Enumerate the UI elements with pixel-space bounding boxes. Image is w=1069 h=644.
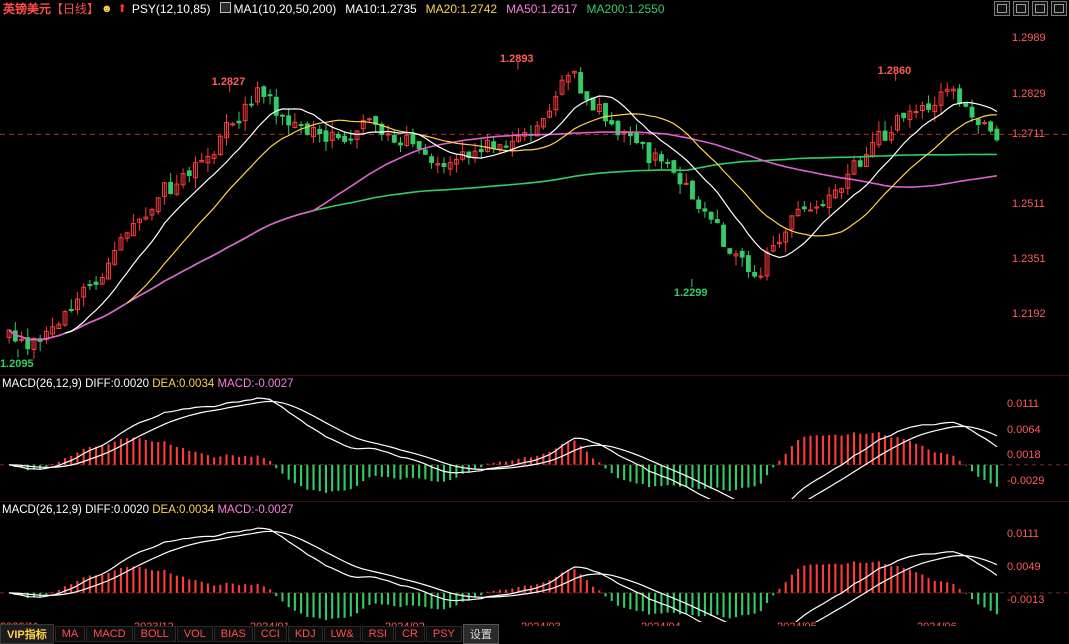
macd2-diff: DIFF:0.0020 [85, 504, 150, 516]
price-chart-svg [0, 61, 1069, 359]
ma20-value: MA20:1.2742 [425, 1, 498, 16]
price-panel[interactable]: 1.2989 1.2829 1.2711 1.2511 1.2351 1.2192 1.2… [0, 18, 1069, 373]
price-annotation: 1.2860 [877, 64, 912, 77]
toolbar-vol[interactable]: VOL [176, 626, 213, 642]
price-y-tick: 1.2829 [1012, 87, 1046, 100]
ma1-label: MA1(10,20,50,200) [233, 1, 337, 16]
macd1-diff: DIFF:0.0020 [85, 378, 150, 390]
toolbar-ma[interactable]: MA [54, 626, 86, 642]
toolbar-cci[interactable]: CCI [253, 626, 287, 642]
price-y-tick: 1.2511 [1012, 197, 1045, 210]
period-label: 【日线】 [51, 2, 100, 16]
layout-button[interactable] [1032, 1, 1048, 16]
price-annotation: 1.2827 [211, 76, 246, 89]
toolbar-boll[interactable]: BOLL [133, 626, 176, 642]
restore-button[interactable] [994, 1, 1010, 16]
macd1-plot-area[interactable] [0, 376, 1069, 499]
macd-y-tick: 0.0018 [1007, 448, 1041, 461]
macd2-dea: DEA:0.0034 [152, 504, 215, 516]
window-buttons [994, 1, 1067, 16]
price-y-tick: 1.2192 [1012, 307, 1046, 320]
macd2-title: MACD(26,12,9) [2, 504, 82, 516]
toolbar-rsi[interactable]: RSI [361, 626, 394, 642]
square-icon [219, 2, 231, 14]
macd-y-tick: 0.0064 [1007, 424, 1041, 436]
symbol-label: 英镑美元 [3, 2, 52, 16]
ma200-value: MA200:1.2550 [586, 1, 665, 16]
toolbar-settings[interactable]: 设置 [462, 624, 499, 644]
price-annotation: 1.2893 [499, 53, 534, 66]
toolbar-bias[interactable]: BIAS [213, 626, 253, 642]
ma50-value: MA50:1.2617 [506, 1, 578, 16]
price-annotation: 1.2095 [0, 357, 34, 370]
macd-y-tick: 0.0111 [1007, 398, 1040, 411]
macd-y-tick: 0.0111 [1007, 528, 1040, 541]
macd1-legend: MACD(26,12,9) DIFF:0.0020 DEA:0.0034 MAC… [2, 378, 294, 390]
up-arrow-icon[interactable]: ⬆ [117, 3, 127, 15]
macd2-macd: MACD:-0.0027 [217, 504, 294, 516]
toolbar-cr[interactable]: CR [394, 626, 425, 642]
toolbar-psy[interactable]: PSY [425, 626, 462, 642]
macd-panel-1[interactable]: MACD(26,12,9) DIFF:0.0020 DEA:0.0034 MAC… [0, 375, 1069, 499]
ma10-value: MA10:1.2735 [345, 1, 417, 16]
price-y-tick: 1.2989 [1012, 32, 1046, 45]
indicator-toolbar[interactable]: VIP指标 MA MACD BOLL VOL BIAS CCI KDJ LW& RSI CR PSY 设… [0, 624, 1069, 644]
macd2-legend: MACD(26,12,9) DIFF:0.0020 DEA:0.0034 MAC… [2, 504, 294, 516]
macd-y-tick: -0.0029 [1007, 474, 1045, 487]
price-annotation: 1.2299 [673, 286, 708, 299]
price-y-tick: 1.2711 [1012, 128, 1045, 141]
price-plot-area[interactable] [0, 18, 1069, 373]
price-y-tick: 1.2351 [1012, 252, 1046, 265]
toolbar-vip[interactable]: VIP指标 [0, 624, 54, 644]
macd1-chart-svg [0, 397, 1069, 499]
macd1-dea: DEA:0.0034 [152, 378, 215, 390]
toolbar-macd[interactable]: MACD [86, 626, 133, 642]
toolbar-kdj[interactable]: KDJ [287, 626, 323, 642]
psy-indicator-label[interactable]: PSY(12,10,85) [131, 1, 211, 16]
macd-y-tick: 0.0049 [1007, 561, 1041, 573]
macd2-plot-area[interactable] [0, 502, 1069, 622]
toolbar-lw[interactable]: LW& [323, 626, 361, 642]
tile-button[interactable] [1013, 1, 1029, 16]
macd2-chart-svg [0, 527, 1069, 622]
expand-button[interactable] [1051, 1, 1067, 16]
chart-header: 英镑美元【日线】 ☻ ⬆ PSY(12,10,85) MA1(10,20,50,200)… [0, 0, 1069, 18]
macd-y-tick: -0.0013 [1007, 593, 1045, 606]
macd1-macd: MACD:-0.0027 [217, 378, 294, 390]
ma-settings-icon-wrap[interactable]: MA1(10,20,50,200) [211, 1, 337, 16]
smiley-icon[interactable]: ☻ [101, 2, 113, 15]
macd-panel-2[interactable]: MACD(26,12,9) DIFF:0.0020 DEA:0.0034 MAC… [0, 501, 1069, 622]
macd1-title: MACD(26,12,9) [2, 378, 82, 390]
